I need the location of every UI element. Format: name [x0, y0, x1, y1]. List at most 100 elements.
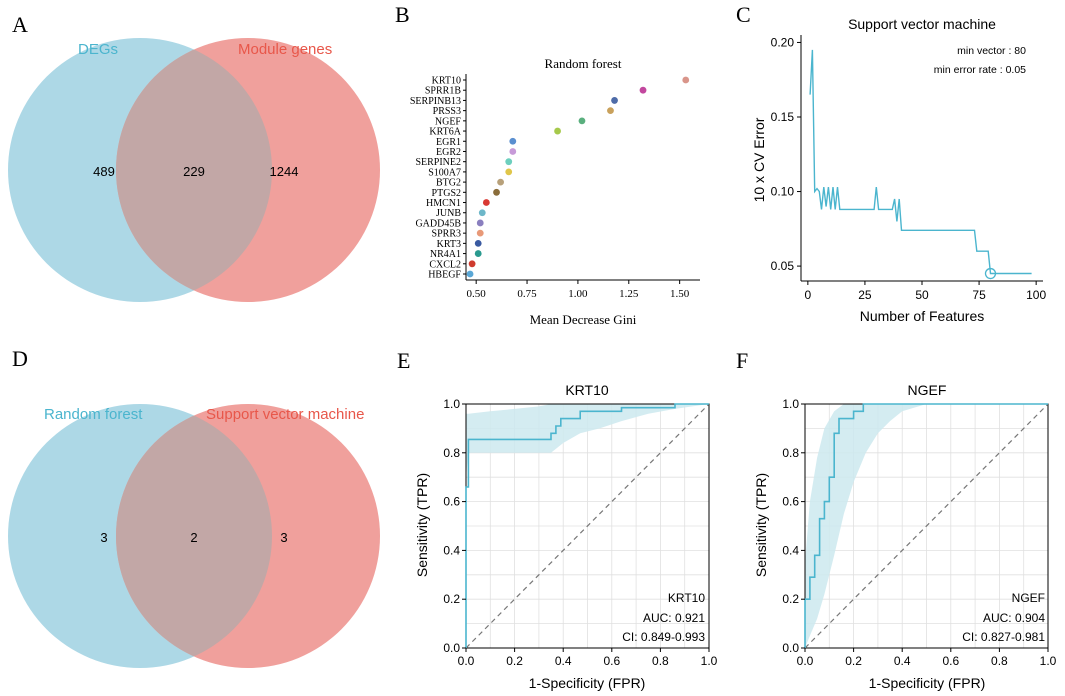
- chart-e-ci-band: [466, 404, 709, 478]
- chart-f-ci-band: [805, 404, 1048, 648]
- chart-b-point: [482, 199, 490, 206]
- panel-letter-c: C: [736, 2, 751, 27]
- chart-b-gene-label: NGEF: [435, 116, 462, 127]
- chart-f-y-tick-label: 0.0: [782, 641, 799, 655]
- chart-e-y-tick-label: 0.4: [443, 543, 460, 557]
- chart-c-y-tick-label: 0.15: [771, 110, 795, 124]
- chart-b-gene-label: HMCN1: [426, 198, 461, 209]
- chart-b-x-tick-label: 1.50: [670, 288, 690, 300]
- chart-e-ylabel: Sensitivity (TPR): [414, 473, 430, 577]
- chart-b-gene-label: JUNB: [436, 208, 461, 219]
- panel-d: D Random forest Support vector machine 3…: [8, 346, 380, 668]
- chart-b-point: [509, 148, 517, 155]
- chart-c-xlabel: Number of Features: [860, 308, 985, 324]
- venn-d-right-label: Support vector machine: [206, 406, 364, 423]
- chart-e-x-tick-label: 1.0: [701, 654, 718, 668]
- chart-b-point: [474, 250, 482, 257]
- chart-b-x-tick-label: 1.25: [619, 288, 639, 300]
- chart-b-gene-label: EGR2: [436, 147, 461, 158]
- chart-c-annotation-vector: min vector : 80: [957, 45, 1026, 57]
- chart-b-xlabel: Mean Decrease Gini: [530, 312, 637, 327]
- chart-b-point: [578, 117, 586, 125]
- chart-f-legend-auc: AUC: 0.904: [983, 611, 1045, 625]
- chart-e-roc-krt10: KRT10 1-Specificity (FPR) Sensitivity (T…: [414, 382, 718, 691]
- chart-b-gene-label: PRSS3: [433, 106, 461, 117]
- chart-b-gene-label: HBEGF: [428, 270, 461, 281]
- chart-e-x-tick-label: 0.4: [555, 654, 572, 668]
- chart-f-legend-ci: CI: 0.827-0.981: [962, 630, 1045, 644]
- chart-f-x-tick-label: 1.0: [1040, 654, 1057, 668]
- chart-f-legend-gene: NGEF: [1012, 591, 1045, 605]
- chart-f-x-tick-label: 0.4: [894, 654, 911, 668]
- chart-b-gene-label: EGR1: [436, 137, 461, 148]
- chart-c-x-tick-label: 75: [972, 288, 986, 302]
- chart-b-point: [497, 178, 504, 186]
- venn-d-left-count: 3: [100, 530, 107, 545]
- chart-f-ylabel: Sensitivity (TPR): [753, 473, 769, 577]
- chart-e-legend-auc: AUC: 0.921: [643, 611, 705, 625]
- chart-b-point: [478, 209, 486, 217]
- chart-b-gene-label: KRT10: [432, 76, 461, 87]
- venn-d-overlap-count: 2: [190, 530, 197, 545]
- chart-b-x-tick-label: 0.75: [517, 288, 537, 300]
- chart-f-roc-ngef: NGEF 1-Specificity (FPR) Sensitivity (TP…: [753, 382, 1057, 691]
- chart-e-legend-gene: KRT10: [668, 591, 705, 605]
- chart-c-y-tick-label: 0.05: [771, 259, 795, 273]
- venn-a-right-label: Module genes: [238, 41, 332, 58]
- chart-b-point: [474, 239, 482, 247]
- panel-letter-a: A: [12, 12, 28, 37]
- chart-b-point: [611, 97, 618, 104]
- chart-b-x-tick-label: 0.50: [467, 288, 487, 300]
- chart-b-point: [682, 76, 690, 84]
- chart-e-x-tick-label: 0.8: [652, 654, 669, 668]
- chart-b-gene-label: KRT3: [437, 239, 461, 250]
- panel-a: A DEGs Module genes 489 229 1244: [8, 12, 380, 302]
- chart-b-gene-label: SERPINE2: [415, 157, 461, 168]
- chart-b-gene-label: GADD45B: [415, 218, 461, 229]
- venn-a-overlap-count: 229: [183, 164, 205, 179]
- venn-d-right-count: 3: [280, 530, 287, 545]
- chart-b-point: [509, 137, 517, 145]
- chart-b-point: [476, 229, 484, 237]
- chart-e-xlabel: 1-Specificity (FPR): [529, 675, 646, 691]
- chart-e-title: KRT10: [565, 382, 609, 398]
- chart-c-y-tick-label: 0.20: [771, 35, 795, 49]
- chart-f-diagonal: [804, 403, 1049, 649]
- chart-b-gene-label: KRT6A: [429, 127, 461, 138]
- chart-b-point: [505, 168, 513, 176]
- chart-c-x-tick-label: 100: [1026, 288, 1046, 302]
- chart-c-x-tick-label: 50: [915, 288, 929, 302]
- chart-b-gene-label: CXCL2: [429, 259, 461, 270]
- chart-e-x-tick-label: 0.6: [603, 654, 620, 668]
- chart-b-point: [466, 270, 474, 278]
- chart-b-gene-label: S100A7: [428, 167, 461, 178]
- panel-letter-b: B: [395, 2, 410, 27]
- chart-c-x-tick-label: 25: [858, 288, 872, 302]
- chart-e-x-tick-label: 0.0: [458, 654, 475, 668]
- chart-b-gene-label: SERPINB13: [410, 96, 461, 107]
- chart-b-gene-label: NR4A1: [430, 249, 461, 260]
- chart-f-y-tick-label: 0.4: [782, 543, 799, 557]
- chart-c-title: Support vector machine: [848, 16, 996, 32]
- chart-b-point: [493, 188, 500, 196]
- chart-e-legend-ci: CI: 0.849-0.993: [622, 630, 705, 644]
- chart-b-point: [476, 219, 484, 227]
- chart-f-x-tick-label: 0.6: [942, 654, 959, 668]
- panel-letter-d: D: [12, 346, 28, 371]
- chart-b-random-forest: Random forest Mean Decrease Gini 0.50 0.7…: [410, 56, 700, 327]
- chart-b-point: [639, 86, 647, 94]
- chart-c-min-marker: [984, 267, 997, 280]
- chart-e-y-tick-label: 0.6: [443, 495, 460, 509]
- chart-c-ylabel: 10 x CV Error: [751, 117, 767, 202]
- panel-letter-f: F: [736, 348, 748, 373]
- venn-a-left-label: DEGs: [78, 41, 118, 58]
- chart-e-y-tick-label: 0.8: [443, 446, 460, 460]
- chart-f-roc-curve: [804, 403, 1048, 648]
- venn-a-right-count: 1244: [270, 164, 299, 179]
- chart-c-error-line: [809, 49, 1032, 275]
- chart-f-y-tick-label: 0.6: [782, 495, 799, 509]
- chart-b-point: [607, 107, 614, 115]
- chart-b-point: [554, 127, 561, 135]
- panel-letter-e: E: [397, 348, 410, 373]
